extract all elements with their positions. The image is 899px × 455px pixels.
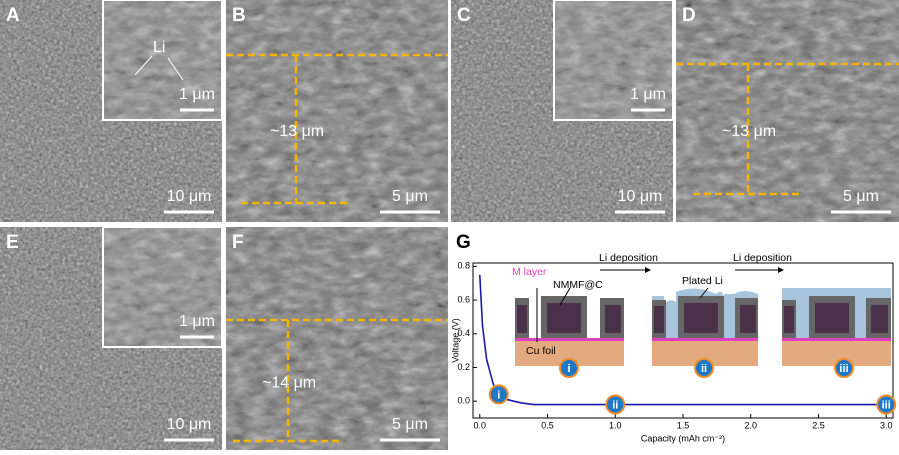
marker-label: ii [612,399,618,411]
voltage-line [478,274,887,406]
marker-circle [559,358,579,378]
schematic-label: NMMF@C [553,279,603,291]
scale-label: 5 μm [392,188,428,205]
scale-label: 10 μm [618,188,663,205]
scale-label: 10 μm [167,188,212,205]
marker-circle [694,358,714,378]
schematic-label: Li deposition [599,252,658,264]
marker [488,384,509,405]
panel-label: A [6,5,20,26]
x-tick-label: 2.5 [812,420,825,430]
scale-label: 5 μm [843,188,879,205]
inset-scale-label: 1 μm [179,313,215,330]
panel-label: E [6,232,19,253]
x-tick-label: 3.0 [880,420,893,430]
y-tick-label: 0.4 [457,328,470,338]
panel-g: G [450,227,899,450]
thickness-label: ~14 μm [262,375,316,392]
scale-label: 10 μm [167,416,212,433]
schematic-label: Cu foil [526,345,556,357]
schematic-label: M layer [512,266,547,278]
y-tick-label: 0.0 [457,396,470,406]
inset-texture [104,1,221,119]
schematic-label: Li deposition [733,252,792,264]
inset-scale-label: 1 μm [630,86,666,103]
panel-label: F [232,232,244,253]
schematic-cell [782,288,891,366]
x-tick-label: 0.5 [541,420,554,430]
marker-label: iii [839,363,848,375]
marker-label: i [567,363,570,375]
sem-image: ~14 μm 5 μm F [226,227,448,450]
marker-label: iii [882,399,891,411]
panel-label: B [232,5,246,26]
y-tick-label: 0.6 [457,294,470,304]
schematic: Li deposition Li deposition M layer NMMF… [512,252,891,366]
arrow [134,55,153,76]
arrow [167,57,184,81]
y-axis-label: Voltage (V) [450,318,460,363]
x-tick-label: 0.0 [474,420,487,430]
image-texture [226,227,448,450]
image-texture [676,0,899,222]
sem-image: 1 μm Li 10 μm A [0,0,223,222]
thickness-label: ~13 μm [722,123,776,140]
y-tick-label: 0.8 [457,261,470,271]
sem-image: ~13 μm 5 μm B [226,0,448,222]
scale-label: 5 μm [392,416,428,433]
panel-label: C [457,5,471,26]
panel-label: G [456,232,471,253]
marker [605,394,626,415]
y-tick-label: 0.2 [457,362,470,372]
inset-texture [555,1,672,119]
sem-image: ~13 μm 5 μm D [676,0,899,222]
sem-image: 1 μm 10 μm C [451,0,674,222]
inset-texture [104,228,221,346]
annotation: Li [153,39,165,56]
image-texture [226,0,448,222]
x-tick-label: 1.5 [677,420,690,430]
panel-label: D [682,5,696,26]
marker-label: ii [701,363,707,375]
x-tick-label: 2.0 [744,420,757,430]
x-tick-label: 1.0 [609,420,622,430]
schematic-cell [652,287,758,366]
schematic-label: Plated Li [682,275,723,287]
x-axis-label: Capacity (mAh cm⁻²) [641,433,725,443]
marker [876,394,897,415]
sem-image: 1 μm 10 μm E [0,226,223,450]
marker-circle [834,358,854,378]
thickness-label: ~13 μm [270,123,324,140]
marker-label: i [497,389,500,401]
inset-scale-label: 1 μm [179,86,215,103]
